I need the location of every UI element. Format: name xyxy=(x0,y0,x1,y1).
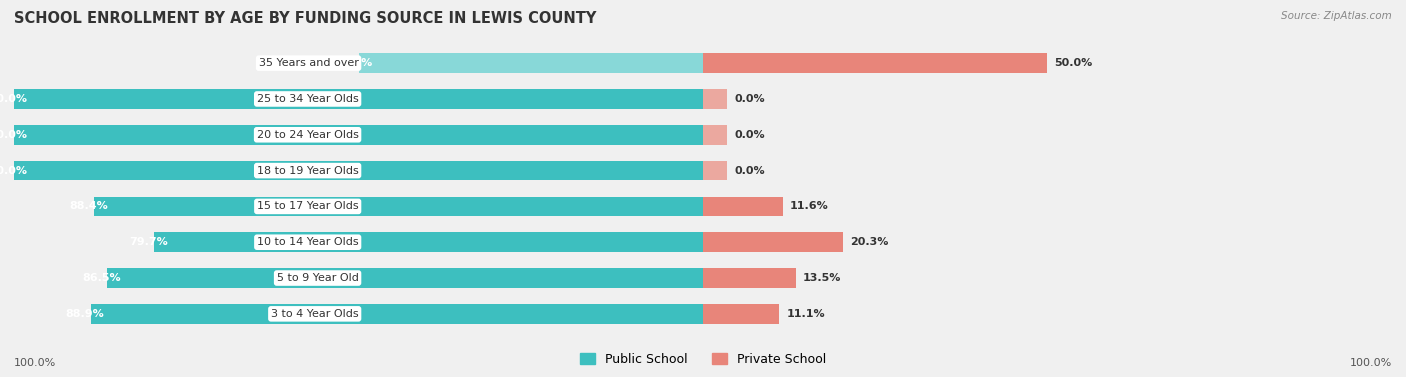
Text: 0.0%: 0.0% xyxy=(734,94,765,104)
Bar xyxy=(703,260,1406,296)
Bar xyxy=(14,161,703,181)
Text: 35 Years and over: 35 Years and over xyxy=(259,58,359,68)
Text: 20.3%: 20.3% xyxy=(849,237,889,247)
Text: 3 to 4 Year Olds: 3 to 4 Year Olds xyxy=(271,309,359,319)
Text: 100.0%: 100.0% xyxy=(0,166,28,176)
Bar xyxy=(703,117,1406,153)
Text: 11.6%: 11.6% xyxy=(790,201,828,211)
Bar xyxy=(703,296,1406,332)
Text: SCHOOL ENROLLMENT BY AGE BY FUNDING SOURCE IN LEWIS COUNTY: SCHOOL ENROLLMENT BY AGE BY FUNDING SOUR… xyxy=(14,11,596,26)
Text: 100.0%: 100.0% xyxy=(14,358,56,368)
Bar xyxy=(703,304,779,324)
Bar xyxy=(703,188,1406,224)
Bar xyxy=(107,268,703,288)
Bar xyxy=(0,296,703,332)
Text: 100.0%: 100.0% xyxy=(1350,358,1392,368)
Bar xyxy=(703,45,1406,81)
Bar xyxy=(703,196,783,216)
Bar xyxy=(0,260,703,296)
Bar xyxy=(703,268,796,288)
Bar xyxy=(14,125,703,145)
Bar xyxy=(703,125,727,145)
Bar xyxy=(90,304,703,324)
Text: 0.0%: 0.0% xyxy=(734,166,765,176)
Bar xyxy=(0,224,703,260)
Text: 86.5%: 86.5% xyxy=(82,273,121,283)
Text: 88.4%: 88.4% xyxy=(69,201,108,211)
Text: 18 to 19 Year Olds: 18 to 19 Year Olds xyxy=(257,166,359,176)
Text: 25 to 34 Year Olds: 25 to 34 Year Olds xyxy=(257,94,359,104)
Bar xyxy=(0,81,703,117)
Bar xyxy=(703,161,727,181)
Text: 10 to 14 Year Olds: 10 to 14 Year Olds xyxy=(257,237,359,247)
Text: 15 to 17 Year Olds: 15 to 17 Year Olds xyxy=(257,201,359,211)
Text: 100.0%: 100.0% xyxy=(0,94,28,104)
Bar xyxy=(153,232,703,252)
Text: 100.0%: 100.0% xyxy=(0,130,28,140)
Bar xyxy=(703,89,727,109)
Text: 50.0%: 50.0% xyxy=(1054,58,1092,68)
Text: 5 to 9 Year Old: 5 to 9 Year Old xyxy=(277,273,359,283)
Bar xyxy=(14,89,703,109)
Text: 11.1%: 11.1% xyxy=(786,309,825,319)
Text: 88.9%: 88.9% xyxy=(66,309,104,319)
Bar xyxy=(0,188,703,224)
Bar xyxy=(0,153,703,188)
Text: 13.5%: 13.5% xyxy=(803,273,841,283)
Bar xyxy=(94,196,703,216)
Bar xyxy=(0,45,703,81)
Bar xyxy=(0,117,703,153)
Bar xyxy=(703,53,1047,73)
Text: 0.0%: 0.0% xyxy=(734,130,765,140)
Bar xyxy=(703,232,842,252)
Bar xyxy=(703,224,1406,260)
Text: 20 to 24 Year Olds: 20 to 24 Year Olds xyxy=(257,130,359,140)
Bar xyxy=(359,53,703,73)
Legend: Public School, Private School: Public School, Private School xyxy=(575,348,831,371)
Bar xyxy=(703,81,1406,117)
Text: 50.0%: 50.0% xyxy=(335,58,373,68)
Text: Source: ZipAtlas.com: Source: ZipAtlas.com xyxy=(1281,11,1392,21)
Bar xyxy=(703,153,1406,188)
Text: 79.7%: 79.7% xyxy=(129,237,167,247)
